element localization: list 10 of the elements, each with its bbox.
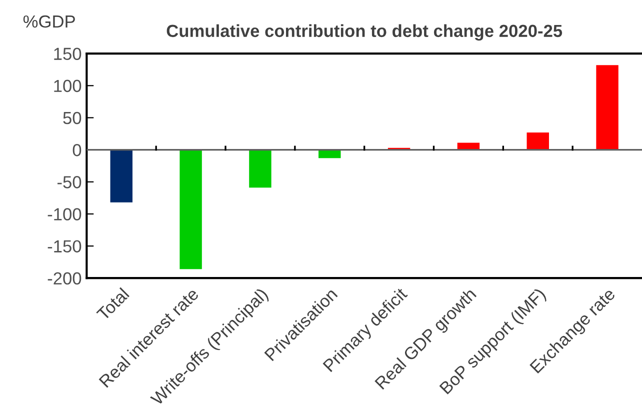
y-tick-label: -150 (48, 240, 82, 252)
y-tick-label: -200 (48, 272, 82, 285)
y-axis-title: %GDP (23, 15, 75, 28)
y-tick-label: 100 (54, 80, 82, 92)
chart-title: Cumulative contribution to debt change 2020-25 (166, 24, 562, 41)
y-tick-label: -50 (57, 176, 82, 188)
y-tick-label: 150 (54, 48, 82, 60)
y-tick-label: 0 (72, 144, 82, 156)
y-tick-label: -100 (48, 208, 82, 220)
y-tick-label: 50 (63, 112, 82, 124)
